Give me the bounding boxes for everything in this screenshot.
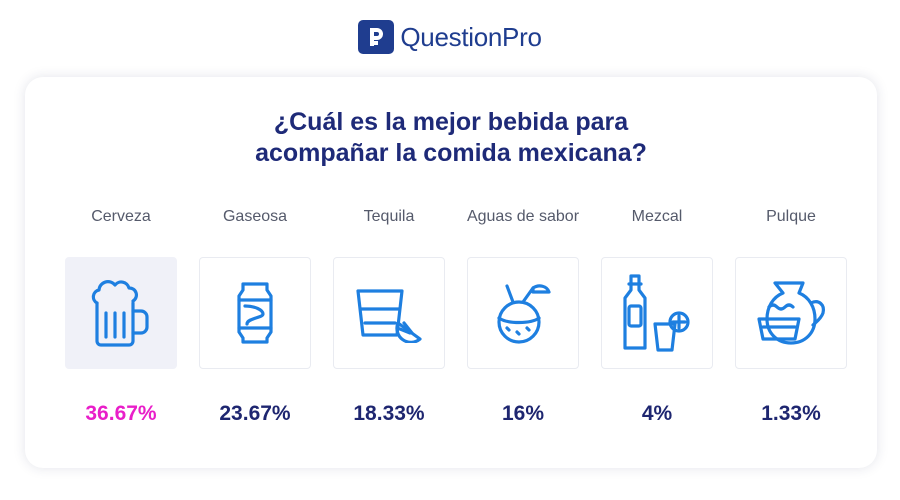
questionpro-logo-icon — [358, 20, 395, 54]
tequila-shot-icon — [333, 257, 445, 369]
pulque-jug-icon — [735, 257, 847, 369]
drink-option: Pulque 1.33% — [731, 205, 851, 429]
drink-option: Tequila 18.33% — [329, 205, 449, 429]
drink-option: Aguas de sabor 16% — [463, 205, 583, 429]
chart-title-line-1: ¿Cuál es la mejor bebida para — [273, 108, 629, 136]
category-label: Mezcal — [631, 208, 683, 225]
beer-mug-icon — [65, 257, 177, 369]
category-label: Aguas de sabor — [466, 208, 580, 225]
drink-option: Gaseosa 23.67% — [195, 205, 315, 429]
value-label: 4% — [641, 402, 673, 425]
value-label: 1.33% — [761, 402, 821, 425]
category-label: Gaseosa — [222, 208, 288, 225]
category-label: Cerveza — [91, 208, 151, 225]
brand-name: QuestionPro — [400, 21, 542, 52]
mezcal-bottle-icon — [601, 257, 713, 369]
value-label: 16% — [501, 402, 545, 425]
drink-option: Cerveza 36.67% — [61, 205, 181, 429]
value-label: 36.67% — [85, 402, 157, 425]
category-label: Pulque — [766, 208, 816, 225]
coconut-drink-icon — [467, 257, 579, 369]
value-label: 23.67% — [219, 402, 291, 425]
survey-result-card: ¿Cuál es la mejor bebida para acompañar … — [25, 77, 877, 468]
value-label: 18.33% — [353, 402, 425, 425]
category-label: Tequila — [363, 208, 415, 225]
drink-option: Mezcal 4% — [597, 205, 717, 429]
chart-title-line-2: acompañar la comida mexicana? — [255, 139, 647, 167]
chart-title: ¿Cuál es la mejor bebida para acompañar … — [25, 107, 877, 169]
brand-header: QuestionPro — [0, 20, 900, 54]
soda-can-icon — [199, 257, 311, 369]
